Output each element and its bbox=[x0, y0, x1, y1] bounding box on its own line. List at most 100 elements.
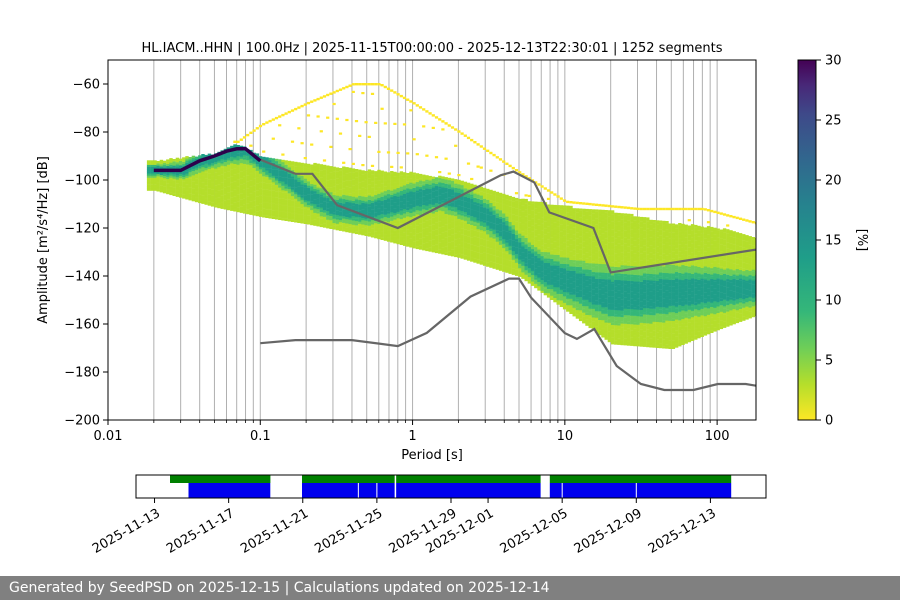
heatmap-cell bbox=[236, 160, 240, 163]
heatmap-cell bbox=[534, 244, 538, 248]
heatmap-cell bbox=[444, 196, 448, 199]
heatmap-cell bbox=[348, 200, 352, 203]
heatmap-cell bbox=[316, 170, 320, 173]
heatmap-cell bbox=[418, 210, 423, 213]
heatmap-cell bbox=[364, 194, 368, 198]
heatmap-cell bbox=[370, 230, 375, 234]
heatmap-cell bbox=[370, 196, 375, 199]
heatmap-cell bbox=[313, 184, 317, 187]
heatmap-cell bbox=[351, 213, 356, 217]
heatmap-cell bbox=[569, 309, 573, 312]
heatmap-cell bbox=[518, 248, 522, 251]
heatmap-cell bbox=[466, 232, 471, 235]
heatmap-cell bbox=[364, 220, 368, 223]
heatmap-cell bbox=[518, 239, 522, 243]
heatmap-cell bbox=[255, 181, 260, 184]
heatmap-cell bbox=[473, 260, 477, 263]
heatmap-cell bbox=[489, 254, 493, 257]
heatmap-cell bbox=[518, 222, 522, 226]
heatmap-cell bbox=[572, 301, 576, 304]
heatmap-cell bbox=[527, 281, 532, 284]
heatmap-cell bbox=[524, 218, 528, 221]
heatmap-cell bbox=[409, 232, 413, 235]
heatmap-cell bbox=[492, 257, 496, 261]
heatmap-cell bbox=[178, 188, 183, 192]
heatmap-cell bbox=[598, 319, 602, 323]
heatmap-cell bbox=[463, 186, 468, 189]
heatmap-cell bbox=[534, 285, 538, 289]
heatmap-cell bbox=[569, 274, 573, 278]
heatmap-cell bbox=[550, 228, 554, 231]
heatmap-cell bbox=[562, 209, 567, 213]
heatmap-cell bbox=[348, 217, 352, 220]
heatmap-cell bbox=[364, 175, 368, 178]
heatmap-cell bbox=[297, 190, 301, 193]
heatmap-cell bbox=[524, 209, 528, 213]
heatmap-cell bbox=[310, 216, 314, 219]
heatmap-cell bbox=[310, 205, 314, 208]
heatmap-cell bbox=[524, 201, 528, 204]
heatmap-cell bbox=[418, 199, 423, 203]
heatmap-cell bbox=[444, 218, 448, 221]
heatmap-cell bbox=[543, 219, 548, 222]
heatmap-cell bbox=[214, 205, 218, 208]
heatmap-cell bbox=[290, 176, 295, 179]
heatmap-cell bbox=[463, 134, 467, 137]
heatmap-cell bbox=[466, 197, 471, 201]
heatmap-cell bbox=[572, 303, 576, 306]
heatmap-cell bbox=[585, 256, 589, 259]
heatmap-cell bbox=[214, 177, 218, 180]
heatmap-cell bbox=[524, 259, 528, 262]
heatmap-cell bbox=[370, 228, 375, 231]
heatmap-cell bbox=[188, 167, 192, 171]
heatmap-cell bbox=[297, 203, 301, 206]
heatmap-cell bbox=[236, 205, 240, 208]
heatmap-cell bbox=[284, 181, 288, 185]
heatmap-cell bbox=[482, 198, 487, 201]
heatmap-cell bbox=[479, 260, 484, 263]
heatmap-cell bbox=[367, 219, 372, 222]
heatmap-cell bbox=[425, 205, 429, 208]
heatmap-cell bbox=[479, 197, 484, 200]
heatmap-cell bbox=[521, 257, 525, 260]
heatmap-cell bbox=[313, 165, 317, 168]
heatmap-cell bbox=[220, 163, 224, 166]
heatmap-cell bbox=[495, 256, 500, 259]
heatmap-cell bbox=[524, 276, 528, 279]
heatmap-cell bbox=[399, 201, 404, 204]
heatmap-cell bbox=[575, 305, 580, 308]
heatmap-cell bbox=[450, 206, 455, 209]
heatmap-cell bbox=[569, 255, 573, 258]
heatmap-cell bbox=[425, 214, 429, 217]
heatmap-cell bbox=[460, 247, 464, 250]
heatmap-cell bbox=[374, 197, 378, 200]
heatmap-cell bbox=[402, 215, 407, 218]
heatmap-cell bbox=[524, 250, 528, 254]
heatmap-cell bbox=[281, 192, 285, 195]
heatmap-cell bbox=[415, 179, 420, 183]
heatmap-cell bbox=[502, 237, 506, 240]
heatmap-cell bbox=[604, 300, 608, 304]
heatmap-cell bbox=[607, 283, 612, 286]
heatmap-cell bbox=[569, 259, 573, 263]
heatmap-cell bbox=[338, 213, 343, 216]
heatmap-cell bbox=[313, 195, 317, 198]
heatmap-cell bbox=[450, 180, 455, 183]
heatmap-cell bbox=[396, 200, 400, 204]
heatmap-cell bbox=[428, 247, 432, 250]
heatmap-cell bbox=[588, 260, 592, 264]
heatmap-cell bbox=[572, 255, 576, 259]
heatmap-cell bbox=[585, 208, 589, 212]
heatmap-cell bbox=[521, 265, 525, 269]
heatmap-cell bbox=[402, 213, 407, 216]
heatmap-cell bbox=[594, 252, 599, 255]
heatmap-cell bbox=[236, 140, 240, 143]
heatmap-cell bbox=[409, 223, 413, 226]
heatmap-cell bbox=[255, 153, 260, 156]
heatmap-cell bbox=[578, 318, 583, 322]
heatmap-cell bbox=[498, 240, 503, 243]
heatmap-cell bbox=[278, 200, 282, 203]
heatmap-cell bbox=[348, 198, 352, 201]
heatmap-cell bbox=[582, 301, 586, 304]
heatmap-cell bbox=[319, 200, 324, 204]
